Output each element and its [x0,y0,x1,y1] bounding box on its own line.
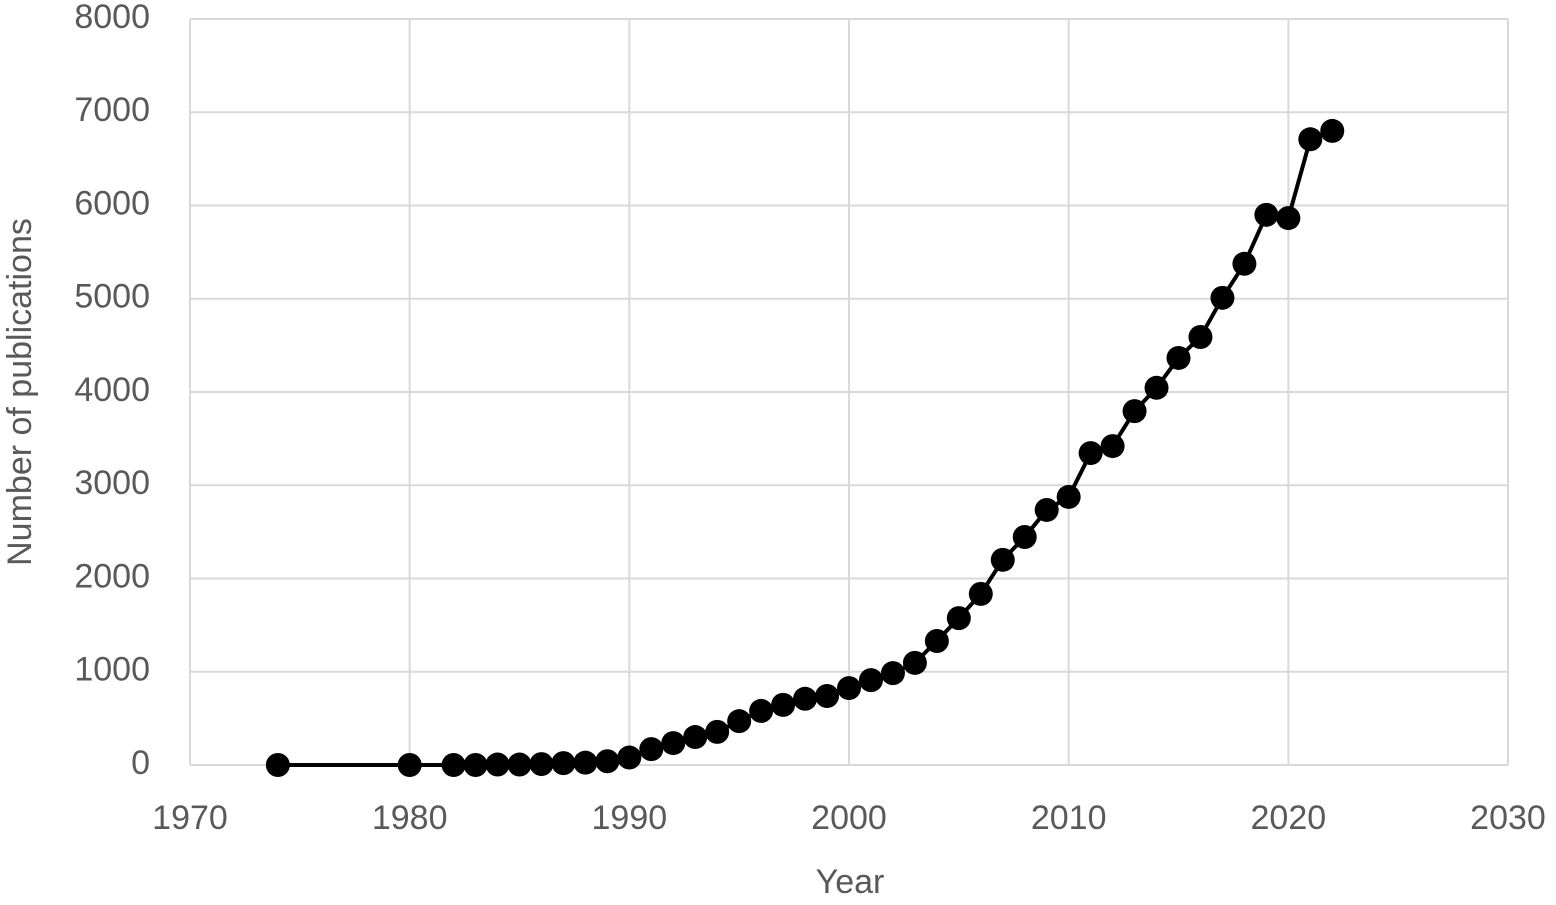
y-tick-label: 2000 [74,557,150,595]
data-point [639,737,664,762]
data-point [793,686,818,711]
data-point [1166,345,1191,370]
data-point [1034,497,1059,522]
data-point [507,752,532,777]
y-tick-label: 4000 [74,371,150,409]
data-point [441,753,466,777]
data-point [485,752,510,777]
x-tick-label: 2020 [1251,799,1327,837]
data-point [397,753,422,777]
data-point [749,698,774,723]
y-tick-label: 8000 [74,0,150,36]
data-line [277,129,1333,767]
data-point [1210,285,1235,310]
data-point [463,753,488,777]
data-point [1320,118,1345,143]
data-point [551,751,576,776]
data-point [727,709,752,734]
x-tick-label: 2000 [811,799,887,837]
data-point [924,628,949,653]
data-point [529,752,554,777]
data-point [1100,434,1125,459]
y-tick-label: 0 [131,744,150,782]
data-point [617,745,642,770]
data-point [1232,251,1257,276]
data-point [573,750,598,775]
data-point [1144,375,1169,400]
data-point [990,547,1015,572]
y-tick-label: 7000 [74,91,150,129]
data-point [1276,206,1301,231]
data-point [968,581,993,606]
data-point [1056,484,1081,509]
y-tick-label: 5000 [74,278,150,316]
data-point [705,719,730,744]
data-point [1254,202,1279,227]
x-tick-label: 1970 [152,799,228,837]
data-point [595,749,620,774]
y-axis-label: Number of publications [1,218,39,566]
data-point [837,676,861,701]
x-tick-label: 1990 [592,799,668,837]
data-point [661,731,686,756]
data-point [902,650,927,675]
y-tick-label: 3000 [74,464,150,502]
data-point [815,683,840,708]
data-point [1078,441,1103,466]
data-point [771,692,796,717]
data-point [946,606,971,631]
data-point [1012,525,1037,550]
x-tick-label: 2030 [1470,799,1546,837]
y-tick-label: 1000 [74,651,150,689]
data-point [1122,399,1147,424]
data-point [265,753,290,777]
data-point [1298,127,1323,152]
x-axis-label: Year [816,863,885,901]
data-point [683,725,708,750]
x-tick-label: 1980 [372,799,448,837]
x-tick-label: 2010 [1031,799,1107,837]
y-tick-label: 6000 [74,184,150,222]
data-point [1188,324,1213,349]
data-point [858,668,883,693]
data-point [880,661,905,686]
